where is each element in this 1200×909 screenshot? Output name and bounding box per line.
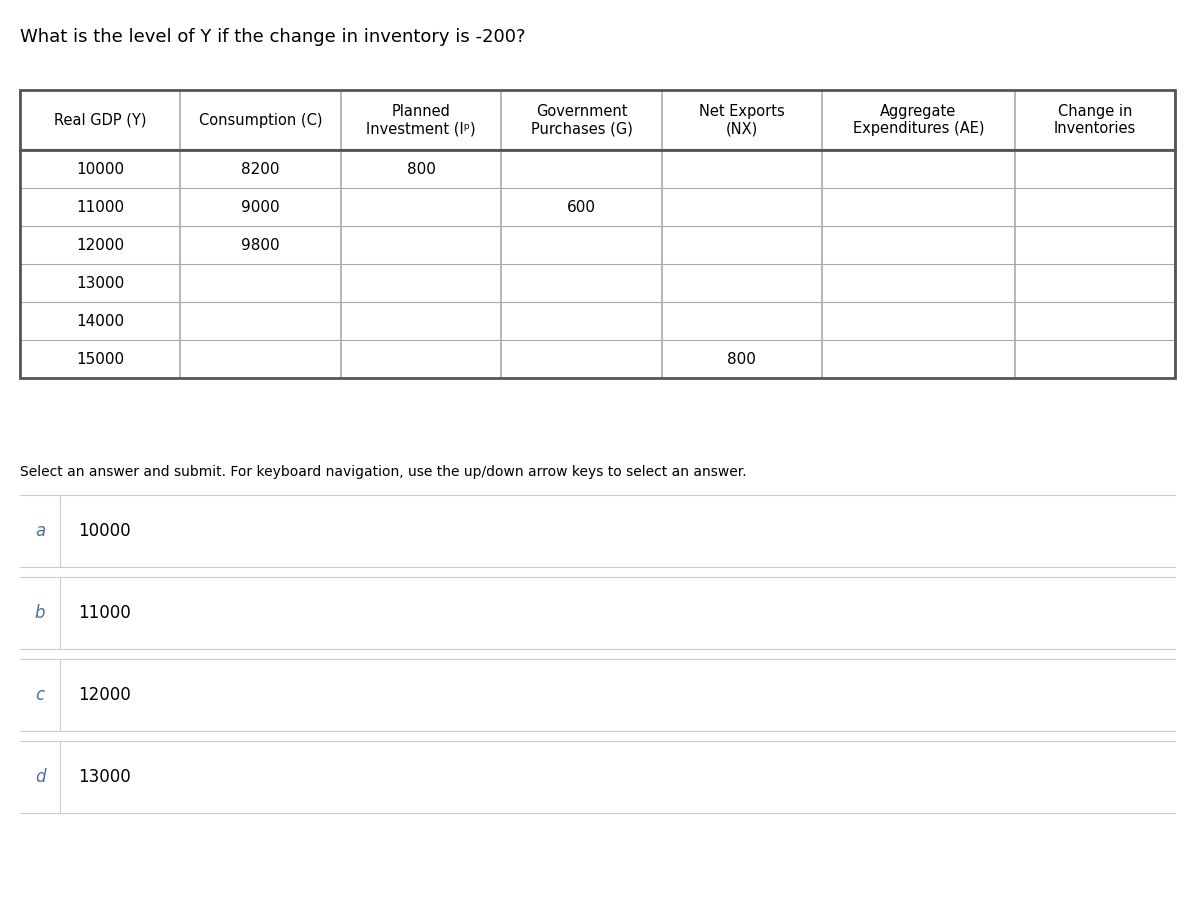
Bar bbox=[502, 150, 661, 188]
Bar bbox=[822, 302, 1014, 340]
Text: 9000: 9000 bbox=[241, 199, 280, 215]
Bar bbox=[661, 188, 822, 226]
Text: Change in
Inventories: Change in Inventories bbox=[1054, 104, 1136, 136]
Bar bbox=[180, 302, 341, 340]
Text: Consumption (C): Consumption (C) bbox=[199, 113, 323, 127]
Text: 11000: 11000 bbox=[78, 604, 131, 622]
Bar bbox=[20, 302, 180, 340]
Text: 9800: 9800 bbox=[241, 237, 280, 253]
Text: 13000: 13000 bbox=[76, 275, 125, 291]
Bar bbox=[502, 340, 661, 378]
Text: 10000: 10000 bbox=[78, 522, 131, 540]
Bar bbox=[661, 226, 822, 264]
Bar bbox=[1014, 226, 1175, 264]
Bar bbox=[20, 264, 180, 302]
Bar bbox=[822, 340, 1014, 378]
Text: Government
Purchases (G): Government Purchases (G) bbox=[530, 104, 632, 136]
Text: 600: 600 bbox=[566, 199, 596, 215]
Text: Select an answer and submit. For keyboard navigation, use the up/down arrow keys: Select an answer and submit. For keyboar… bbox=[20, 465, 746, 479]
Bar bbox=[20, 90, 1175, 378]
Text: 800: 800 bbox=[727, 352, 756, 366]
Text: b: b bbox=[35, 604, 46, 622]
Bar bbox=[502, 264, 661, 302]
Bar bbox=[341, 264, 502, 302]
Text: Planned
Investment (Iᵖ): Planned Investment (Iᵖ) bbox=[366, 104, 476, 136]
Text: 12000: 12000 bbox=[78, 686, 131, 704]
Bar bbox=[20, 90, 180, 150]
Text: Aggregate
Expenditures (AE): Aggregate Expenditures (AE) bbox=[852, 104, 984, 136]
Text: 11000: 11000 bbox=[76, 199, 125, 215]
Bar bbox=[1014, 264, 1175, 302]
Bar bbox=[661, 264, 822, 302]
Bar bbox=[1014, 340, 1175, 378]
Bar bbox=[20, 188, 180, 226]
Bar bbox=[661, 90, 822, 150]
Bar bbox=[341, 90, 502, 150]
Bar bbox=[502, 302, 661, 340]
Bar bbox=[341, 302, 502, 340]
Bar bbox=[341, 226, 502, 264]
Bar bbox=[180, 188, 341, 226]
Text: Net Exports
(NX): Net Exports (NX) bbox=[700, 104, 785, 136]
Bar bbox=[180, 264, 341, 302]
Bar bbox=[1014, 150, 1175, 188]
Bar bbox=[822, 264, 1014, 302]
Bar bbox=[1014, 302, 1175, 340]
Text: 8200: 8200 bbox=[241, 162, 280, 176]
Bar bbox=[20, 340, 180, 378]
Bar bbox=[502, 188, 661, 226]
Bar bbox=[822, 150, 1014, 188]
Bar bbox=[661, 302, 822, 340]
Text: 800: 800 bbox=[407, 162, 436, 176]
Text: a: a bbox=[35, 522, 46, 540]
Bar bbox=[502, 90, 661, 150]
Bar bbox=[20, 226, 180, 264]
Text: c: c bbox=[36, 686, 44, 704]
Bar bbox=[661, 340, 822, 378]
Bar bbox=[822, 188, 1014, 226]
Bar bbox=[180, 340, 341, 378]
Bar bbox=[822, 226, 1014, 264]
Text: Real GDP (Y): Real GDP (Y) bbox=[54, 113, 146, 127]
Bar bbox=[341, 150, 502, 188]
Text: What is the level of Y if the change in inventory is -200?: What is the level of Y if the change in … bbox=[20, 28, 526, 46]
Bar bbox=[1014, 90, 1175, 150]
Bar bbox=[180, 150, 341, 188]
Bar bbox=[341, 188, 502, 226]
Bar bbox=[502, 226, 661, 264]
Text: 10000: 10000 bbox=[76, 162, 125, 176]
Bar bbox=[661, 150, 822, 188]
Bar bbox=[20, 150, 180, 188]
Text: 12000: 12000 bbox=[76, 237, 125, 253]
Text: d: d bbox=[35, 768, 46, 786]
Bar bbox=[180, 226, 341, 264]
Bar bbox=[180, 90, 341, 150]
Text: 14000: 14000 bbox=[76, 314, 125, 328]
Bar bbox=[341, 340, 502, 378]
Bar bbox=[1014, 188, 1175, 226]
Text: 13000: 13000 bbox=[78, 768, 131, 786]
Bar bbox=[822, 90, 1014, 150]
Text: 15000: 15000 bbox=[76, 352, 125, 366]
